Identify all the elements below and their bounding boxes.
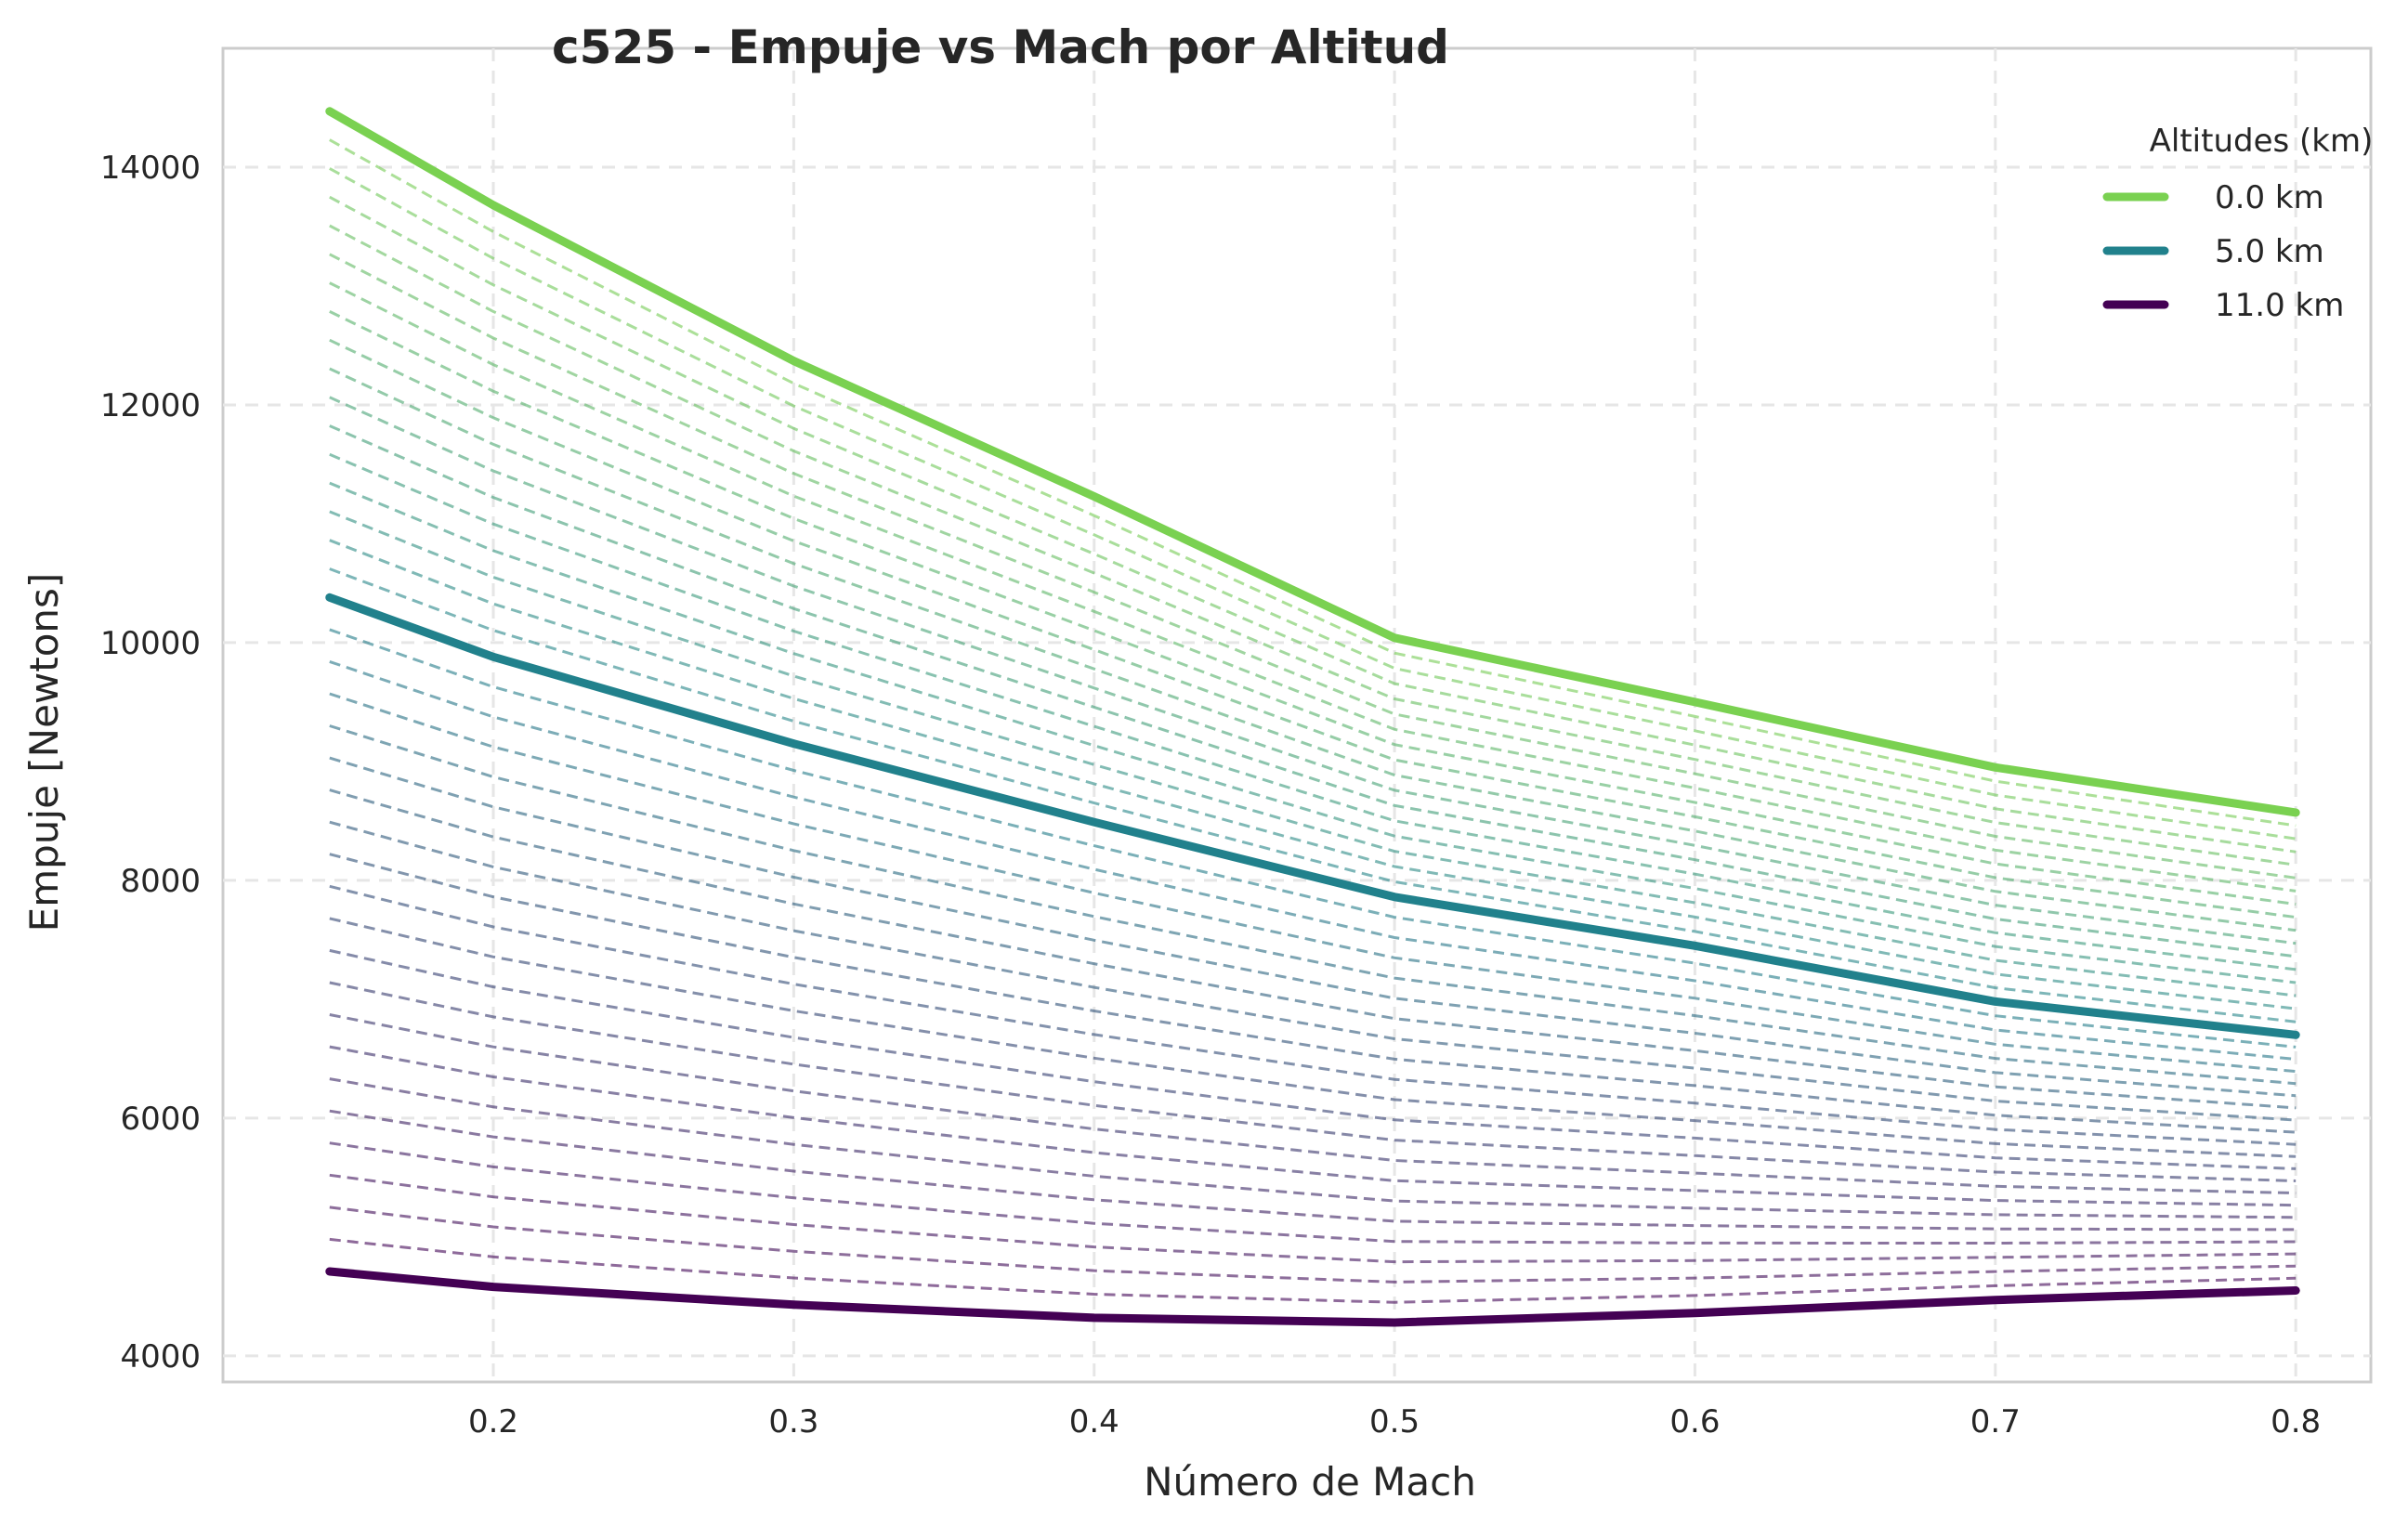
intermediate-series bbox=[329, 138, 2297, 1304]
dashed-series-line bbox=[329, 567, 2297, 1023]
legend-title: Altitudes (km) bbox=[2150, 123, 2374, 160]
y-tick-label: 4000 bbox=[120, 1338, 201, 1375]
ticks: 0.2 0.3 0.4 0.5 0.6 0.7 0.8 4000 6000 8000 10000 12… bbox=[100, 150, 2321, 1440]
dashed-series-line bbox=[329, 1013, 2297, 1195]
legend-label: 11.0 km bbox=[2215, 287, 2344, 324]
dashed-series-line bbox=[329, 628, 2297, 1049]
plot-area bbox=[221, 46, 2373, 1384]
legend-label: 0.0 km bbox=[2215, 179, 2324, 216]
x-tick-label: 0.8 bbox=[2271, 1403, 2321, 1440]
dashed-series-line bbox=[329, 1045, 2297, 1207]
y-tick-label: 8000 bbox=[120, 863, 201, 900]
dashed-series-line bbox=[329, 948, 2297, 1170]
dashed-series-line bbox=[329, 452, 2297, 971]
dashed-series-line bbox=[329, 917, 2297, 1158]
y-tick-label: 12000 bbox=[100, 387, 201, 424]
series-line bbox=[325, 593, 2300, 1039]
dashed-series-line bbox=[329, 756, 2297, 1098]
x-tick-label: 0.2 bbox=[468, 1403, 518, 1440]
dashed-series-line bbox=[329, 1173, 2297, 1264]
y-axis-title: Empuje [Newtons] bbox=[21, 573, 67, 932]
dashed-series-line bbox=[329, 820, 2297, 1122]
dashed-series-line bbox=[329, 195, 2297, 854]
series-line bbox=[325, 1267, 2300, 1327]
series-line bbox=[325, 107, 2300, 817]
legend: Altitudes (km) 0.0 km 5.0 km 11.0 km bbox=[2102, 123, 2374, 324]
dashed-series-line bbox=[329, 253, 2297, 880]
dashed-series-line bbox=[329, 853, 2297, 1134]
x-tick-label: 0.6 bbox=[1669, 1403, 1720, 1440]
x-tick-label: 0.7 bbox=[1970, 1403, 2021, 1440]
dashed-series-line bbox=[329, 724, 2297, 1086]
dashed-series-line bbox=[329, 884, 2297, 1146]
y-tick-label: 14000 bbox=[100, 150, 201, 187]
x-tick-label: 0.4 bbox=[1069, 1403, 1119, 1440]
dashed-series-line bbox=[329, 396, 2297, 945]
chart-title: c525 - Empuje vs Mach por Altitud bbox=[552, 20, 1449, 74]
dashed-series-line bbox=[329, 481, 2297, 984]
dashed-series-line bbox=[329, 539, 2297, 1010]
x-tick-label: 0.5 bbox=[1369, 1403, 1420, 1440]
legend-label: 5.0 km bbox=[2215, 233, 2324, 270]
dashed-series-line bbox=[329, 981, 2297, 1182]
legend-entries: 0.0 km 5.0 km 11.0 km bbox=[2102, 179, 2344, 324]
y-tick-label: 6000 bbox=[120, 1101, 201, 1138]
dashed-series-line bbox=[329, 692, 2297, 1074]
dashed-series-line bbox=[329, 367, 2297, 932]
y-tick-label: 10000 bbox=[100, 625, 201, 662]
dashed-series-line bbox=[329, 424, 2297, 958]
dashed-series-line bbox=[329, 510, 2297, 997]
dashed-series-line bbox=[329, 1206, 2297, 1284]
dashed-series-line bbox=[329, 224, 2297, 867]
dashed-series-line bbox=[329, 338, 2297, 919]
dashed-series-line bbox=[329, 1141, 2297, 1245]
dashed-series-line bbox=[329, 789, 2297, 1110]
dashed-series-line bbox=[329, 1077, 2297, 1219]
dashed-series-line bbox=[329, 167, 2297, 841]
x-axis-title: Número de Mach bbox=[1144, 1459, 1476, 1505]
main-series bbox=[325, 107, 2300, 1327]
dashed-series-line bbox=[329, 310, 2297, 906]
dashed-series-line bbox=[329, 1237, 2297, 1304]
x-tick-label: 0.3 bbox=[768, 1403, 818, 1440]
dashed-series-line bbox=[329, 1109, 2297, 1232]
dashed-series-line bbox=[329, 281, 2297, 893]
